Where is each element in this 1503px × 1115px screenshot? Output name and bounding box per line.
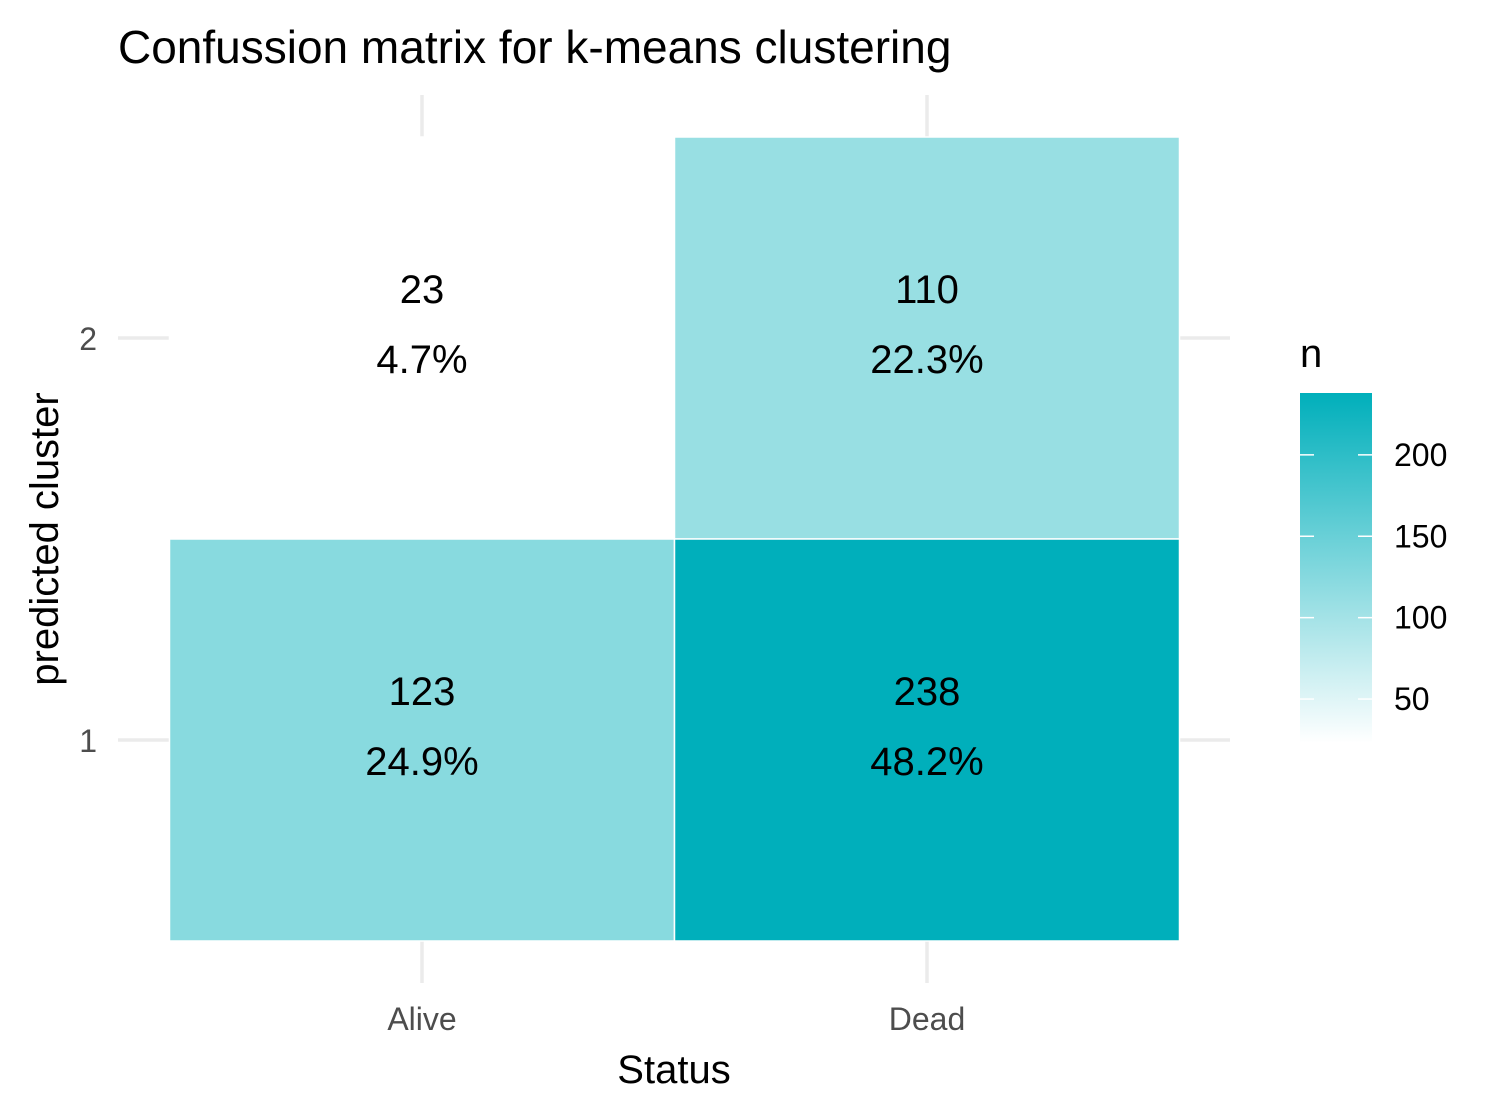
- cell-percent-label: 4.7%: [376, 338, 467, 382]
- legend-break-label: 150: [1394, 518, 1447, 554]
- legend-ticks: 50 100 150 200: [1300, 437, 1447, 717]
- legend-title: n: [1300, 332, 1322, 376]
- x-axis-tick-labels: Alive Dead: [387, 1001, 965, 1037]
- cell-labels: 23 4.7% 110 22.3% 123 24.9% 238 48.2%: [365, 268, 983, 784]
- cell-count-label: 110: [895, 268, 959, 312]
- y-tick-label: 1: [79, 723, 97, 759]
- y-axis-tick-labels: 12: [79, 321, 97, 759]
- chart-title: Confussion matrix for k-means clustering: [118, 21, 951, 73]
- x-tick-label: Dead: [889, 1001, 966, 1037]
- legend-break-label: 50: [1394, 681, 1430, 717]
- heatmap-cell-dead-1: [673, 538, 1181, 942]
- legend-break-label: 100: [1394, 600, 1447, 636]
- cell-count-label: 238: [894, 670, 961, 714]
- cell-count-label: 23: [400, 268, 445, 312]
- cell-percent-label: 48.2%: [870, 740, 983, 784]
- heatmap-cell-alive-2: [168, 136, 676, 540]
- heatmap-cell-alive-1: [168, 538, 676, 942]
- cell-percent-label: 24.9%: [365, 740, 478, 784]
- legend-break-label: 200: [1394, 437, 1447, 473]
- x-tick-label: Alive: [387, 1001, 456, 1037]
- y-tick-label: 2: [79, 321, 97, 357]
- x-axis-title: Status: [617, 1048, 730, 1092]
- cell-count-label: 123: [389, 670, 456, 714]
- cell-percent-label: 22.3%: [870, 338, 983, 382]
- y-axis-title: predicted cluster: [23, 392, 67, 685]
- heatmap-cells: [168, 136, 1181, 942]
- legend-color-bar: [1300, 393, 1372, 743]
- color-legend: n 50 100 150 200: [1300, 332, 1447, 743]
